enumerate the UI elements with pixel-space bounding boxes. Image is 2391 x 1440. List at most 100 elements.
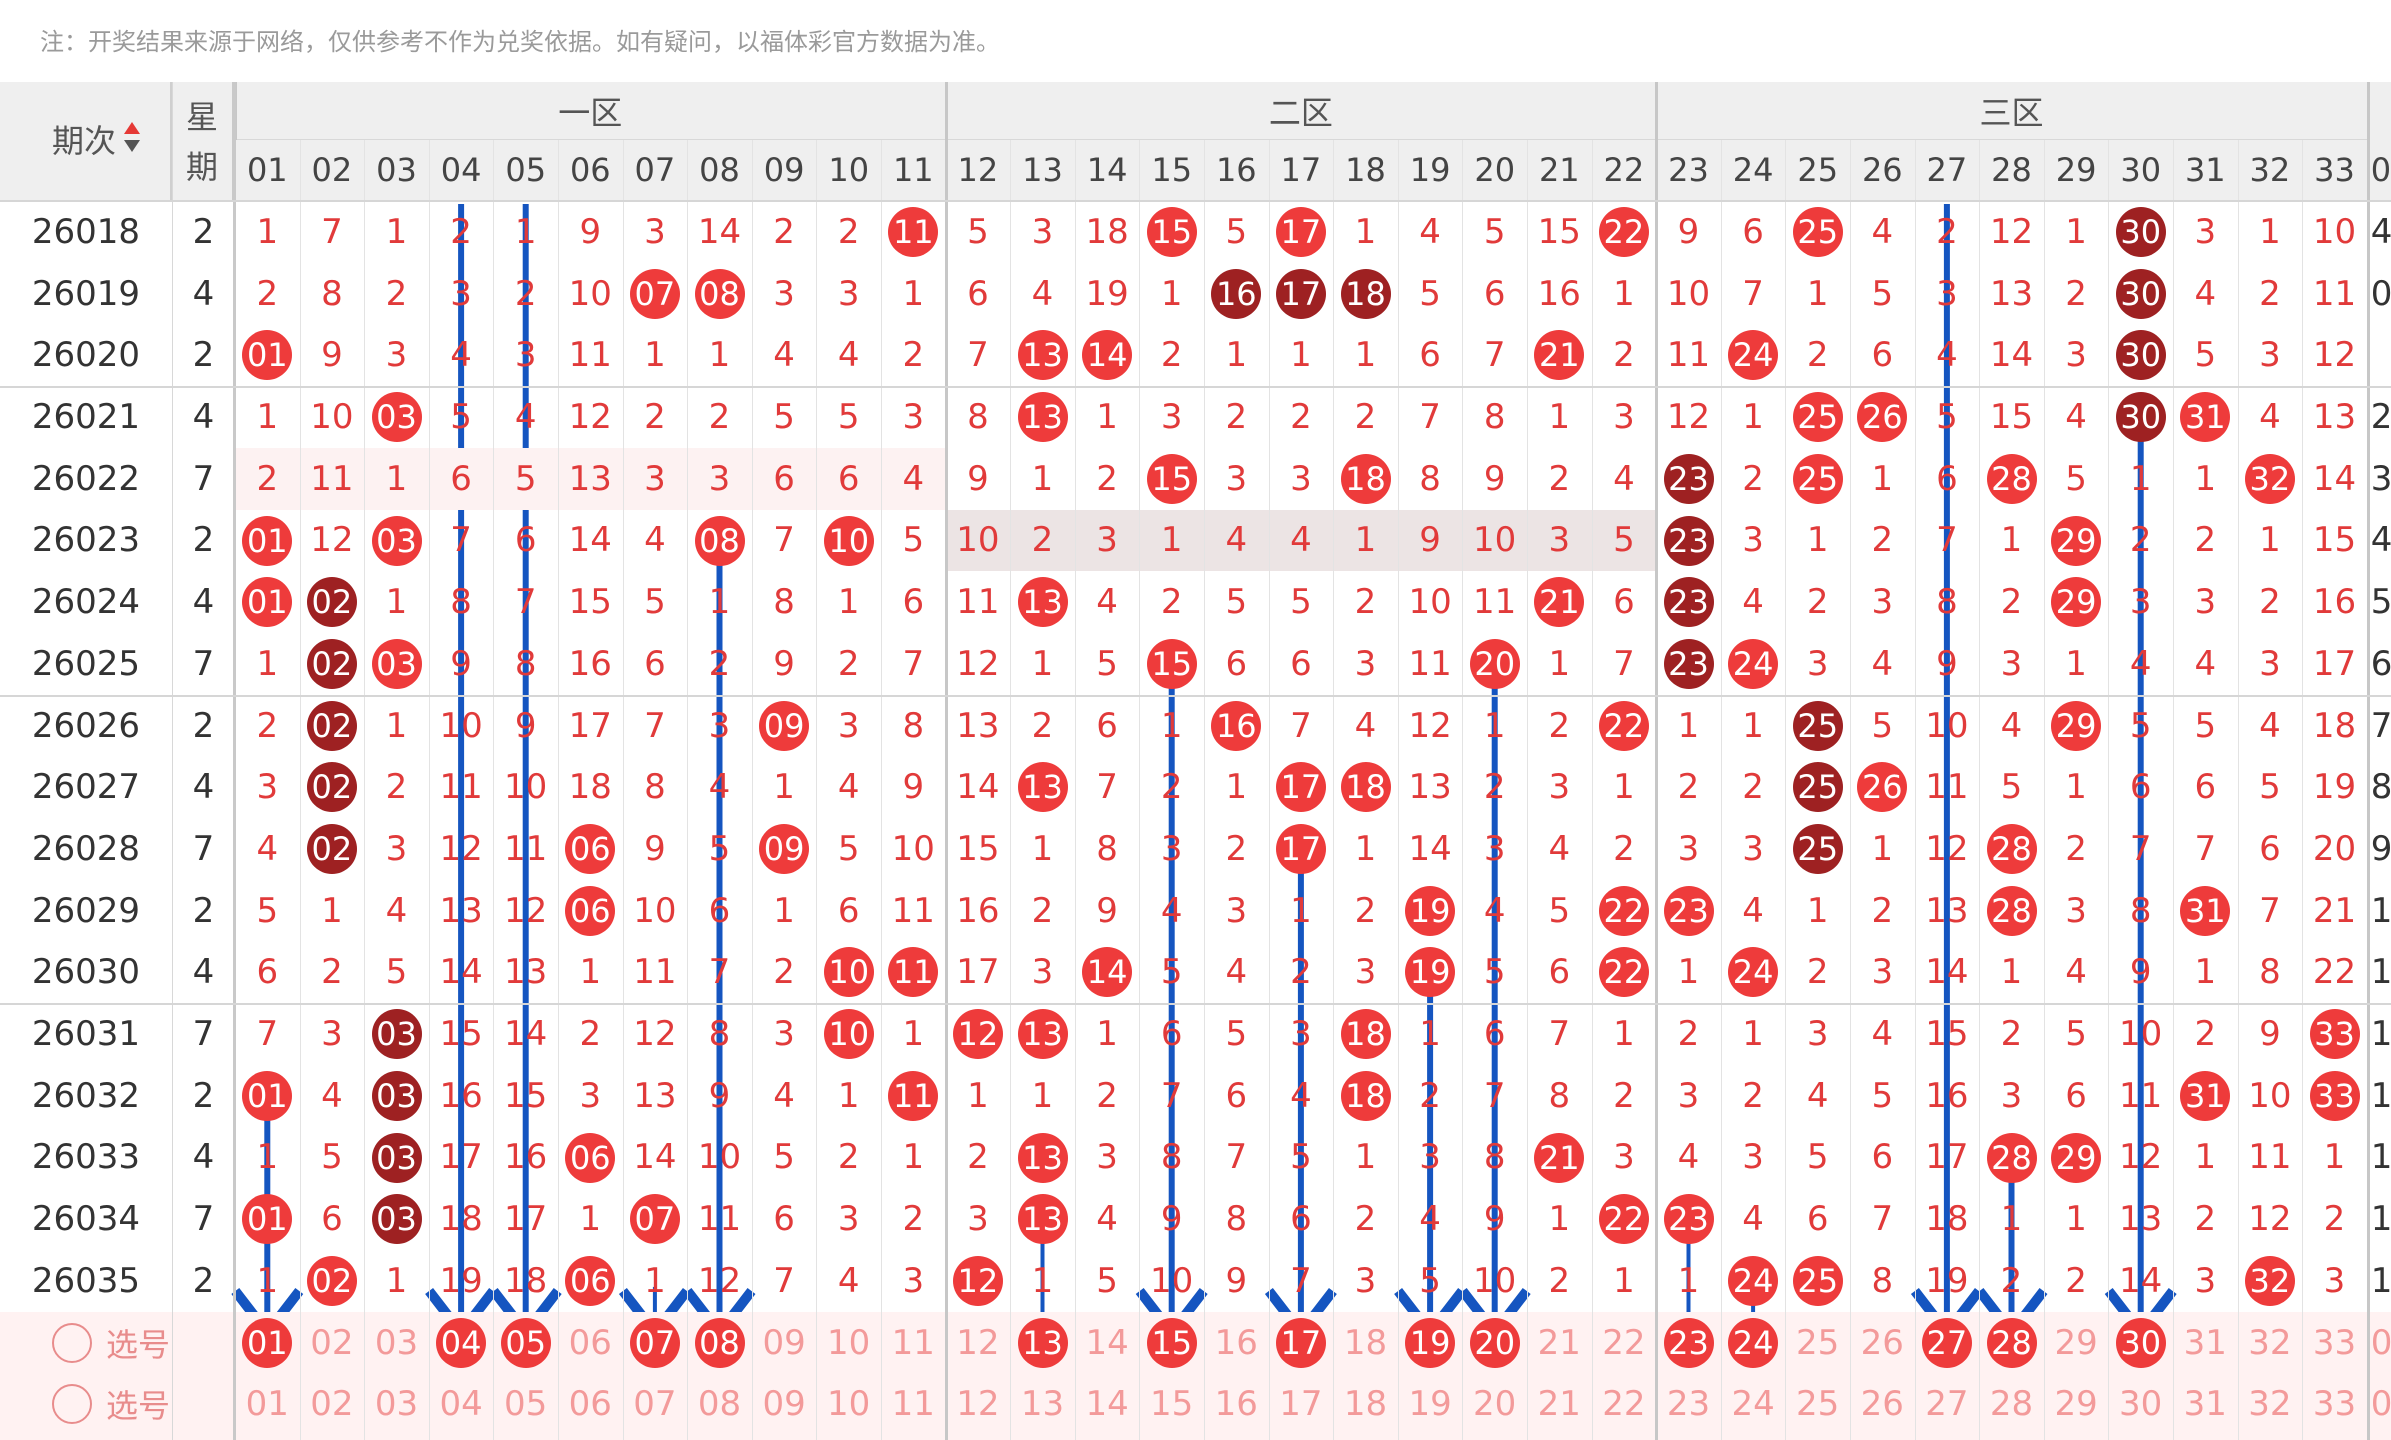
selected-pick-ball[interactable]: 15 — [1146, 1317, 1197, 1368]
pick-number[interactable]: 31 — [2183, 1322, 2227, 1363]
pick-number[interactable]: 29 — [2054, 1322, 2098, 1363]
period-cell: 26023 — [31, 520, 141, 561]
pick-number[interactable]: 21 — [1537, 1384, 1581, 1425]
omission-value: 2 — [1677, 1014, 1700, 1055]
selected-pick-ball[interactable]: 17 — [1275, 1317, 1326, 1368]
pick-number[interactable]: 25 — [1796, 1384, 1840, 1425]
pick-number[interactable]: 11 — [891, 1322, 935, 1363]
selected-pick-ball[interactable]: 27 — [1921, 1317, 1972, 1368]
pick-number[interactable]: 01 — [245, 1384, 289, 1425]
pick-number[interactable]: 32 — [2248, 1384, 2292, 1425]
omission-value: 3 — [2323, 1260, 2346, 1301]
omission-value: 4 — [2065, 397, 2087, 438]
pick-number[interactable]: 06 — [568, 1322, 612, 1363]
pick-number[interactable]: 04 — [439, 1384, 483, 1425]
pick-number[interactable]: 33 — [2312, 1322, 2357, 1363]
omission-value: 6 — [1419, 335, 1441, 376]
pick-number[interactable]: 26 — [1860, 1322, 1904, 1363]
pick-number[interactable]: 08 — [697, 1384, 742, 1425]
omission-value: 17 — [1925, 1137, 1969, 1178]
pick-number[interactable]: 30 — [2119, 1384, 2163, 1425]
pick-number[interactable]: 09 — [762, 1384, 806, 1425]
omission-value: 6 — [1290, 643, 1312, 684]
omission-value: 9 — [708, 1075, 731, 1116]
pick-number[interactable]: 18 — [1343, 1322, 1388, 1363]
pick-number[interactable]: 21 — [1537, 1322, 1581, 1363]
selected-pick-ball[interactable]: 07 — [629, 1317, 680, 1368]
omission-value: 1 — [2065, 1199, 2087, 1240]
zone-divider — [944, 82, 948, 140]
pick-number[interactable]: 16 — [1214, 1322, 1258, 1363]
pick-number[interactable]: 14 — [1085, 1322, 1129, 1363]
selected-pick-ball[interactable]: 24 — [1728, 1317, 1779, 1368]
selected-pick-ball[interactable]: 28 — [1986, 1317, 2037, 1368]
omission-value: 1 — [1225, 767, 1248, 808]
header-number: 18 — [1345, 151, 1386, 189]
pick-number[interactable]: 03 — [374, 1322, 419, 1363]
pick-number[interactable]: 05 — [504, 1384, 548, 1425]
pick-number[interactable]: 22 — [1602, 1322, 1646, 1363]
pick-number[interactable]: 32 — [2248, 1322, 2292, 1363]
selected-pick-ball[interactable]: 19 — [1405, 1317, 1456, 1368]
drawn-number-ball: 31 — [2180, 885, 2231, 936]
pick-number[interactable]: 31 — [2183, 1384, 2227, 1425]
pick-number[interactable]: 27 — [1925, 1384, 1969, 1425]
pick-number[interactable]: 11 — [891, 1384, 935, 1425]
radio-circle-icon[interactable] — [52, 1384, 92, 1425]
drawn-number-ball: 28 — [1986, 824, 2037, 874]
selected-pick-ball[interactable]: 08 — [694, 1317, 745, 1368]
sort-up-down-icon[interactable] — [122, 118, 142, 158]
pick-number[interactable]: 33 — [2312, 1384, 2357, 1425]
omission-value: 1 — [1225, 335, 1248, 376]
selected-pick-ball[interactable]: 20 — [1469, 1317, 1520, 1368]
drawn-number-ball: 19 — [1405, 947, 1456, 998]
selected-pick-ball[interactable]: 01 — [242, 1317, 293, 1368]
header-period-cell[interactable]: 期次 — [0, 82, 172, 200]
pick-number[interactable]: 28 — [1989, 1384, 2034, 1425]
pick-number[interactable]: 20 — [1473, 1384, 1517, 1425]
selected-pick-ball[interactable]: 23 — [1663, 1317, 1714, 1368]
pick-number[interactable]: 09 — [762, 1322, 806, 1363]
pick-number[interactable]: 18 — [1343, 1384, 1388, 1425]
omission-value: 11 — [1666, 335, 1711, 376]
pick-number[interactable]: 25 — [1796, 1322, 1840, 1363]
pick-number[interactable]: 29 — [2054, 1384, 2098, 1425]
pick-number[interactable]: 10 — [827, 1384, 871, 1425]
omission-value: 1 — [321, 890, 343, 931]
pick-number[interactable]: 02 — [310, 1384, 354, 1425]
pick-number[interactable]: 22 — [1602, 1384, 1646, 1425]
omission-value: 2 — [1483, 767, 1506, 808]
omission-value: 4 — [837, 335, 860, 376]
pick-row-selector[interactable]: 选号 — [52, 1319, 170, 1367]
pick-number[interactable]: 15 — [1150, 1384, 1194, 1425]
pick-number[interactable]: 02 — [310, 1322, 354, 1363]
pick-number[interactable]: 19 — [1408, 1384, 1452, 1425]
omission-value: 4 — [1742, 1199, 1764, 1240]
lottery-trend-table[interactable]: 期次 星 期 一区 二区 三区 01 02 03 04 05 06 07 08 09 10 11 12 13 1… — [0, 82, 2391, 1440]
selected-pick-ball[interactable]: 04 — [436, 1317, 487, 1368]
pick-number[interactable]: 16 — [1214, 1384, 1258, 1425]
omission-value: 2 — [256, 458, 279, 499]
omission-value: 8 — [1419, 458, 1441, 499]
pick-number[interactable]: 13 — [1020, 1384, 1065, 1425]
drawn-number-ball: 33 — [2309, 1009, 2360, 1060]
column-divider — [558, 140, 559, 1440]
selected-pick-ball[interactable]: 05 — [500, 1317, 551, 1368]
pick-number[interactable]: 17 — [1279, 1384, 1323, 1425]
pick-number[interactable]: 10 — [827, 1322, 871, 1363]
selected-pick-ball[interactable]: 13 — [1017, 1317, 1068, 1368]
pick-number[interactable]: 23 — [1666, 1384, 1711, 1425]
radio-circle-icon[interactable] — [52, 1322, 92, 1363]
pick-number[interactable]: 03 — [374, 1384, 419, 1425]
pick-number[interactable]: 24 — [1731, 1384, 1775, 1425]
pick-number[interactable]: 26 — [1860, 1384, 1904, 1425]
pick-number[interactable]: 12 — [956, 1322, 1000, 1363]
selected-pick-ball[interactable]: 30 — [2115, 1317, 2166, 1368]
pick-row-selector[interactable]: 选号 — [52, 1380, 170, 1428]
pick-number[interactable]: 07 — [633, 1384, 677, 1425]
header-number: 19 — [1409, 151, 1451, 189]
pick-number[interactable]: 06 — [568, 1384, 612, 1425]
pick-number[interactable]: 14 — [1085, 1384, 1129, 1425]
drawn-number-ball: 03 — [371, 515, 422, 566]
pick-number[interactable]: 12 — [956, 1384, 1000, 1425]
